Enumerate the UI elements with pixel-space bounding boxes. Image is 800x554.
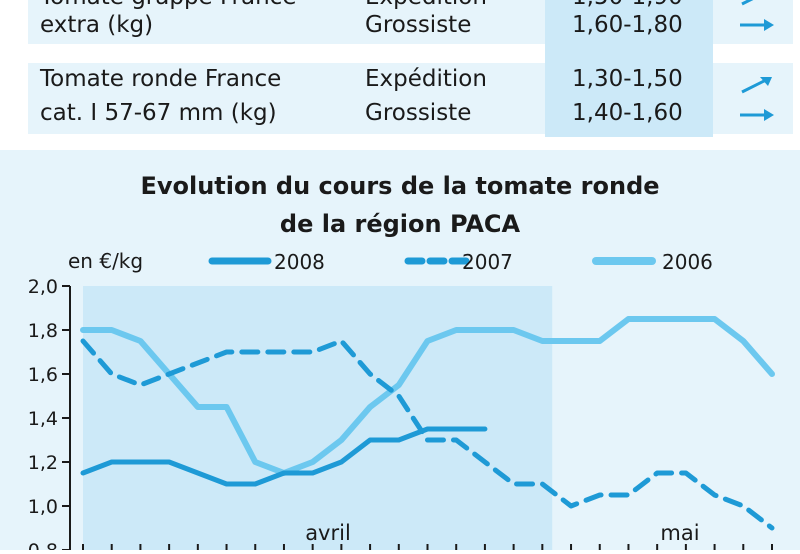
chart-title-line2: de la région PACA [280,210,521,238]
trend-up-arrow-icon [741,77,772,94]
y-tick-label: 1,0 [28,496,58,518]
chart-legend: 2008 2007 2006 [208,250,713,274]
series-line-2007 [80,338,775,531]
price-range: 1,40-1,60 [572,100,683,126]
stage-label: Grossiste [365,100,472,126]
trend-up-arrow-icon [741,0,754,6]
plot-area-april [83,286,553,550]
stage-label: Grossiste [365,12,472,38]
x-month-label: avril [305,521,351,545]
y-tick-label: 1,6 [28,364,58,386]
product-name-line2: cat. I 57-67 mm (kg) [40,100,277,126]
y-tick-label: 1,4 [28,408,58,430]
price-line-chart: Evolution du cours de la tomate ronde de… [28,172,800,554]
trend-right-arrow-icon [740,109,774,121]
legend-label-2006: 2006 [662,250,713,274]
stage-label: Expédition [365,0,487,14]
price-table: Tomate grappe France extra (kg) Expéditi… [0,0,800,137]
price-range: 1,50-1,90 [572,0,683,14]
x-month-label: mai [660,521,699,545]
price-range: 1,60-1,80 [572,12,683,38]
plot-area-may [552,286,800,550]
y-tick-label: 0,8 [28,540,58,550]
y-tick-label: 1,2 [28,452,58,474]
chart-title-line1: Evolution du cours de la tomate ronde [140,172,659,200]
trend-right-arrow-icon [740,19,774,31]
section-divider [0,137,800,149]
product-name-line2: extra (kg) [40,12,154,38]
price-column [545,0,713,137]
product-name-line1: Tomate grappe France [40,0,296,14]
legend-label-2008: 2008 [274,250,325,274]
price-range: 1,30-1,50 [572,66,683,92]
chart-panel: Evolution du cours de la tomate ronde de… [0,150,800,554]
series-line-2008 [80,426,488,487]
y-tick-label: 1,8 [28,320,58,342]
stage-label: Expédition [365,66,487,92]
product-name-line1: Tomate ronde France [40,66,282,92]
x-axis-month-labels: avril mai [305,521,699,545]
chart-axes: 2,0 1,8 1,6 1,4 1,2 1,0 0,8 [28,276,773,554]
chart-series [80,316,775,531]
y-tick-label: 2,0 [28,276,58,298]
y-axis-unit-label: en €/kg [68,249,143,273]
legend-label-2007: 2007 [462,250,513,274]
series-line-2006 [80,316,775,476]
